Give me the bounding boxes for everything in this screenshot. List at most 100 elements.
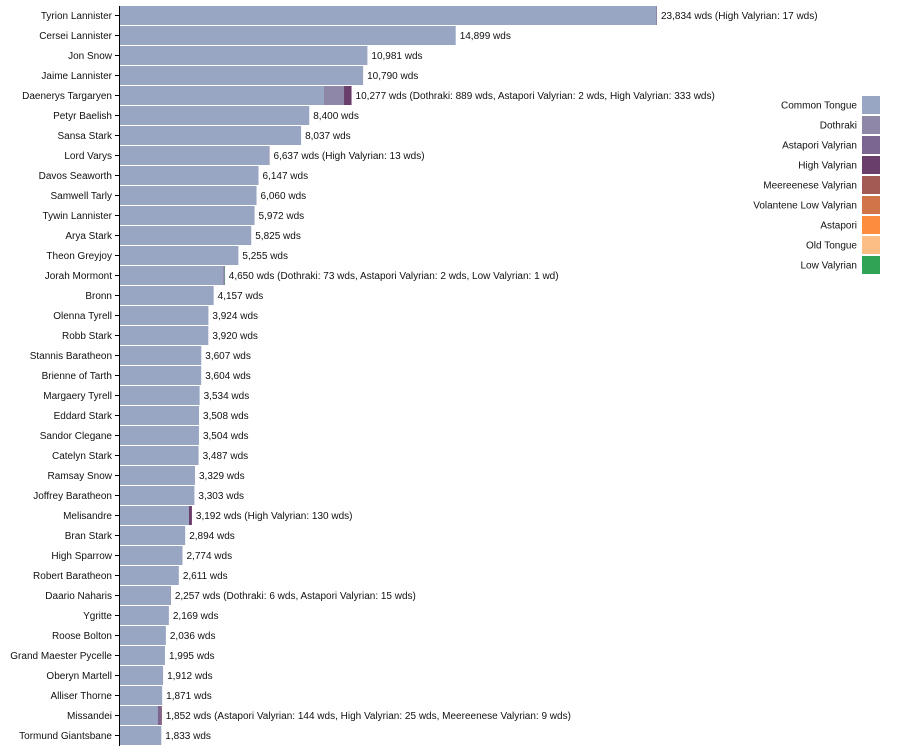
bar-segment-common-tongue[interactable] — [120, 246, 239, 265]
bar-segment-common-tongue[interactable] — [120, 146, 270, 165]
bar-segment-common-tongue[interactable] — [120, 446, 199, 465]
value-suffix: wds — [214, 531, 235, 542]
value-label: 1,833 wds — [165, 731, 211, 742]
legend: Common Tongue Dothraki Astapori Valyrian Hi… — [753, 96, 880, 274]
character-row: Samwell Tarly 6,060 wds — [51, 186, 307, 205]
bar-segment-common-tongue[interactable] — [120, 66, 364, 85]
value-label: 3,508 wds — [203, 411, 249, 422]
legend-label: Common Tongue — [781, 101, 857, 112]
value-suffix: wds — [230, 351, 251, 362]
character-name-label: Daenerys Targaryen — [22, 91, 112, 102]
bar-segment-high-valyrian[interactable] — [344, 86, 352, 105]
total-value: 10,790 — [367, 71, 398, 82]
total-value: 2,774 — [187, 551, 212, 562]
bar-segment-common-tongue[interactable] — [120, 566, 179, 585]
value-suffix: wds — [330, 131, 351, 142]
total-value: 23,834 — [661, 11, 692, 22]
character-name-label: Sandor Clegane — [40, 431, 113, 442]
legend-label: Astapori Valyrian — [782, 141, 857, 152]
bar-segment-common-tongue[interactable] — [120, 406, 200, 425]
bar-segment-common-tongue[interactable] — [120, 466, 196, 485]
bar-segment-common-tongue[interactable] — [120, 366, 202, 385]
bar-segment-common-tongue[interactable] — [120, 506, 189, 525]
legend-swatch — [862, 136, 880, 154]
value-label: 2,036 wds — [170, 631, 216, 642]
character-name-label: Ygritte — [83, 611, 112, 622]
bar-segment-high-valyrian[interactable] — [188, 506, 192, 525]
value-label: 4,157 wds — [218, 291, 264, 302]
bar-segment-common-tongue[interactable] — [120, 666, 164, 685]
language-breakdown: (Dothraki: 889 wds, Astapori Valyrian: 2… — [407, 91, 715, 102]
bar-segment-dothraki[interactable] — [223, 266, 225, 285]
bar-segment-common-tongue[interactable] — [120, 26, 456, 45]
character-row: Sansa Stark 8,037 wds — [58, 126, 351, 145]
bar-segment-common-tongue[interactable] — [120, 46, 368, 65]
bar-segment-common-tongue[interactable] — [120, 386, 200, 405]
value-label: 10,981 wds — [371, 51, 422, 62]
bar-segment-common-tongue[interactable] — [120, 626, 166, 645]
bar-segment-common-tongue[interactable] — [120, 226, 252, 245]
bar-segment-common-tongue[interactable] — [120, 286, 214, 305]
value-suffix: wds — [284, 211, 305, 222]
character-row: Jon Snow 10,981 wds — [68, 46, 423, 65]
value-label: 3,920 wds — [212, 331, 258, 342]
legend-label: High Valyrian — [798, 161, 857, 172]
bar-segment-high-valyrian[interactable] — [160, 706, 162, 725]
character-name-label: Sansa Stark — [58, 131, 113, 142]
value-suffix: wds — [398, 71, 419, 82]
bar-segment-common-tongue[interactable] — [120, 486, 195, 505]
value-suffix: wds — [228, 411, 249, 422]
bar-segment-common-tongue[interactable] — [120, 206, 255, 225]
value-suffix: wds — [286, 191, 307, 202]
character-row: Cersei Lannister 14,899 wds — [39, 26, 511, 45]
legend-label: Old Tongue — [806, 241, 857, 252]
character-row: Jorah Mormont 4,650 wds (Dothraki: 73 wds… — [45, 266, 559, 285]
total-value: 3,329 — [199, 471, 224, 482]
bar-segment-common-tongue[interactable] — [120, 166, 259, 185]
total-value: 14,899 — [460, 31, 491, 42]
bar-segment-dothraki[interactable] — [323, 86, 344, 105]
bar-segment-common-tongue[interactable] — [120, 586, 171, 605]
bar-segment-common-tongue[interactable] — [120, 6, 657, 25]
total-value: 10,277 — [356, 91, 387, 102]
bar-segment-common-tongue[interactable] — [120, 346, 202, 365]
character-name-label: Lord Varys — [64, 151, 112, 162]
total-value: 3,192 — [196, 511, 221, 522]
character-name-label: Robb Stark — [62, 331, 113, 342]
value-label: 2,894 wds — [189, 531, 235, 542]
bar-segment-common-tongue[interactable] — [120, 706, 158, 725]
character-row: Bran Stark 2,894 wds — [65, 526, 235, 545]
value-label: 23,834 wds (High Valyrian: 17 wds) — [661, 11, 818, 22]
legend-item: Dothraki — [820, 116, 880, 134]
value-suffix: wds — [338, 111, 359, 122]
bar-segment-common-tongue[interactable] — [120, 266, 224, 285]
bar-segment-common-tongue[interactable] — [120, 306, 209, 325]
bar-segment-astapori-valyrian[interactable] — [157, 706, 161, 725]
legend-label: Astapori — [820, 221, 857, 232]
bar-segment-common-tongue[interactable] — [120, 426, 199, 445]
character-row: Missandei 1,852 wds (Astapori Valyrian: 1… — [67, 706, 571, 725]
bar-segment-common-tongue[interactable] — [120, 526, 186, 545]
bar-segment-common-tongue[interactable] — [120, 606, 169, 625]
bar-segment-common-tongue[interactable] — [120, 126, 302, 145]
value-suffix: wds — [692, 11, 713, 22]
value-suffix: wds — [299, 151, 320, 162]
total-value: 2,894 — [189, 531, 214, 542]
bar-segment-common-tongue[interactable] — [120, 326, 209, 345]
bar-segment-common-tongue[interactable] — [120, 646, 165, 665]
bar-segment-common-tongue[interactable] — [120, 546, 183, 565]
character-row: Oberyn Martell 1,912 wds — [46, 666, 213, 685]
value-suffix: wds — [228, 451, 249, 462]
total-value: 1,871 — [166, 691, 191, 702]
character-name-label: Catelyn Stark — [52, 451, 113, 462]
bar-segment-common-tongue[interactable] — [120, 726, 162, 745]
bar-segment-common-tongue[interactable] — [120, 186, 257, 205]
bar-segment-common-tongue[interactable] — [120, 106, 310, 125]
character-row: Tywin Lannister 5,972 wds — [43, 206, 305, 225]
character-row: Grand Maester Pycelle 1,995 wds — [10, 646, 215, 665]
character-row: Daenerys Targaryen 10,277 wds (Dothraki: … — [22, 86, 715, 105]
value-suffix: wds — [229, 391, 250, 402]
bar-segment-common-tongue[interactable] — [120, 686, 163, 705]
bar-segment-common-tongue[interactable] — [120, 86, 324, 105]
